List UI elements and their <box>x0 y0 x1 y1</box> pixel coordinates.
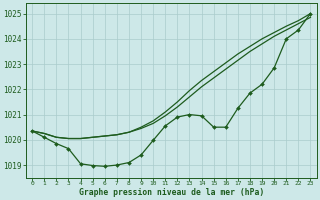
X-axis label: Graphe pression niveau de la mer (hPa): Graphe pression niveau de la mer (hPa) <box>79 188 264 197</box>
